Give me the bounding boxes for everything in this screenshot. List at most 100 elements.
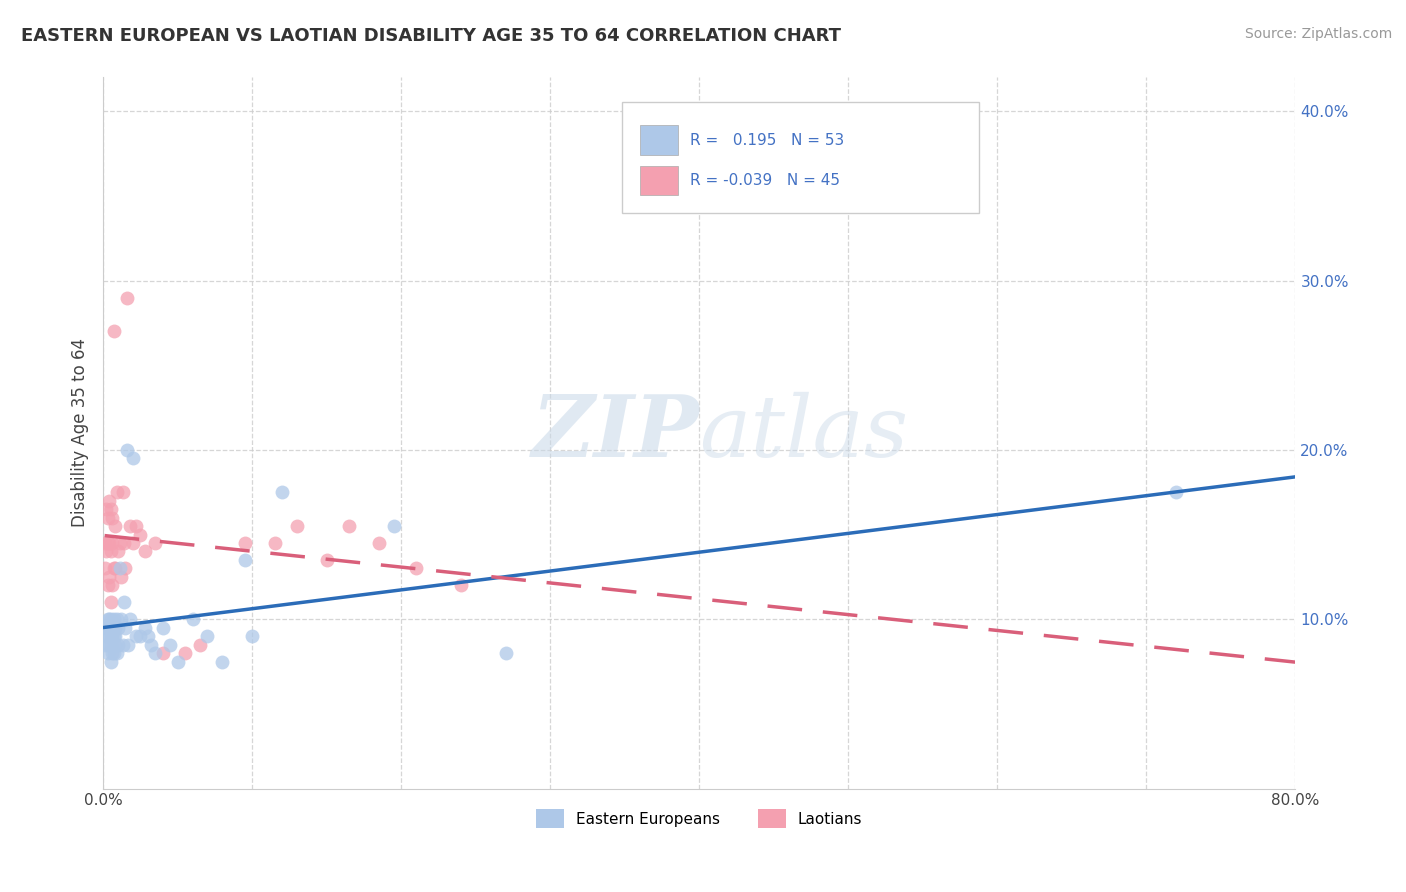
Point (105, 612, 128, 626)
Point (495, 646, 517, 660)
Point (100, 502, 122, 516)
Point (181, 612, 204, 626)
Point (104, 519, 127, 533)
Point (134, 544, 156, 558)
Text: EASTERN EUROPEAN VS LAOTIAN DISABILITY AGE 35 TO 64 CORRELATION CHART: EASTERN EUROPEAN VS LAOTIAN DISABILITY A… (21, 27, 841, 45)
Point (101, 536, 124, 550)
Point (100, 638, 122, 652)
Point (101, 621, 124, 635)
Point (139, 638, 162, 652)
Point (104, 621, 127, 635)
Point (100, 629, 122, 643)
Point (104, 638, 127, 652)
Point (104, 629, 127, 643)
Point (285, 519, 308, 533)
Point (188, 638, 211, 652)
Point (315, 553, 337, 567)
Point (94, 629, 117, 643)
Point (97, 612, 120, 626)
Point (129, 629, 152, 643)
Point (271, 485, 294, 500)
Point (104, 561, 127, 575)
Point (1166, 485, 1188, 500)
Point (103, 325, 125, 339)
Point (97, 646, 120, 660)
Point (263, 536, 285, 550)
Point (94, 502, 117, 516)
Point (108, 536, 131, 550)
Point (101, 646, 124, 660)
Point (159, 638, 181, 652)
Point (134, 621, 156, 635)
Point (101, 578, 124, 592)
Point (103, 629, 125, 643)
Point (98, 493, 121, 508)
Point (105, 485, 128, 500)
Point (93, 536, 115, 550)
Point (98, 570, 121, 584)
Point (115, 442, 138, 457)
Point (93, 561, 115, 575)
Point (166, 655, 188, 669)
Point (143, 646, 166, 660)
Point (337, 519, 360, 533)
Point (100, 595, 122, 609)
Text: R = -0.039   N = 45: R = -0.039 N = 45 (690, 173, 839, 188)
Point (107, 638, 129, 652)
Point (240, 629, 263, 643)
Point (107, 621, 129, 635)
Point (97, 629, 120, 643)
Point (117, 638, 139, 652)
Point (450, 578, 472, 592)
Point (197, 629, 219, 643)
Point (103, 561, 125, 575)
Point (98, 638, 121, 652)
Point (115, 291, 138, 305)
Point (211, 655, 233, 669)
Point (114, 621, 136, 635)
Point (97, 536, 120, 550)
Point (108, 561, 131, 575)
Point (105, 646, 128, 660)
Point (111, 485, 134, 500)
Point (118, 519, 141, 533)
Point (152, 646, 174, 660)
Point (101, 629, 124, 643)
Point (118, 612, 141, 626)
Point (125, 629, 148, 643)
Point (122, 451, 145, 466)
Point (110, 570, 132, 584)
Point (112, 536, 135, 550)
Text: atlas: atlas (699, 392, 908, 475)
Point (233, 536, 256, 550)
Point (367, 536, 389, 550)
Point (98, 536, 121, 550)
Point (110, 612, 132, 626)
FancyBboxPatch shape (621, 103, 980, 212)
Point (174, 646, 197, 660)
Point (129, 527, 152, 541)
FancyBboxPatch shape (640, 125, 678, 155)
Point (382, 519, 405, 533)
Point (98, 621, 121, 635)
Point (136, 629, 159, 643)
Point (94, 621, 117, 635)
Point (100, 655, 122, 669)
Point (114, 561, 136, 575)
Text: R =   0.195   N = 53: R = 0.195 N = 53 (690, 133, 844, 147)
Point (112, 595, 135, 609)
Point (107, 544, 129, 558)
Point (97, 578, 120, 592)
Point (111, 638, 134, 652)
Point (101, 510, 124, 524)
Point (233, 553, 256, 567)
Legend: Eastern Europeans, Laotians: Eastern Europeans, Laotians (530, 804, 869, 834)
Point (100, 544, 122, 558)
Text: Source: ZipAtlas.com: Source: ZipAtlas.com (1244, 27, 1392, 41)
Point (143, 536, 166, 550)
Point (122, 536, 145, 550)
Point (405, 561, 427, 575)
Point (103, 646, 125, 660)
Point (103, 612, 125, 626)
Text: ZIP: ZIP (531, 392, 699, 475)
